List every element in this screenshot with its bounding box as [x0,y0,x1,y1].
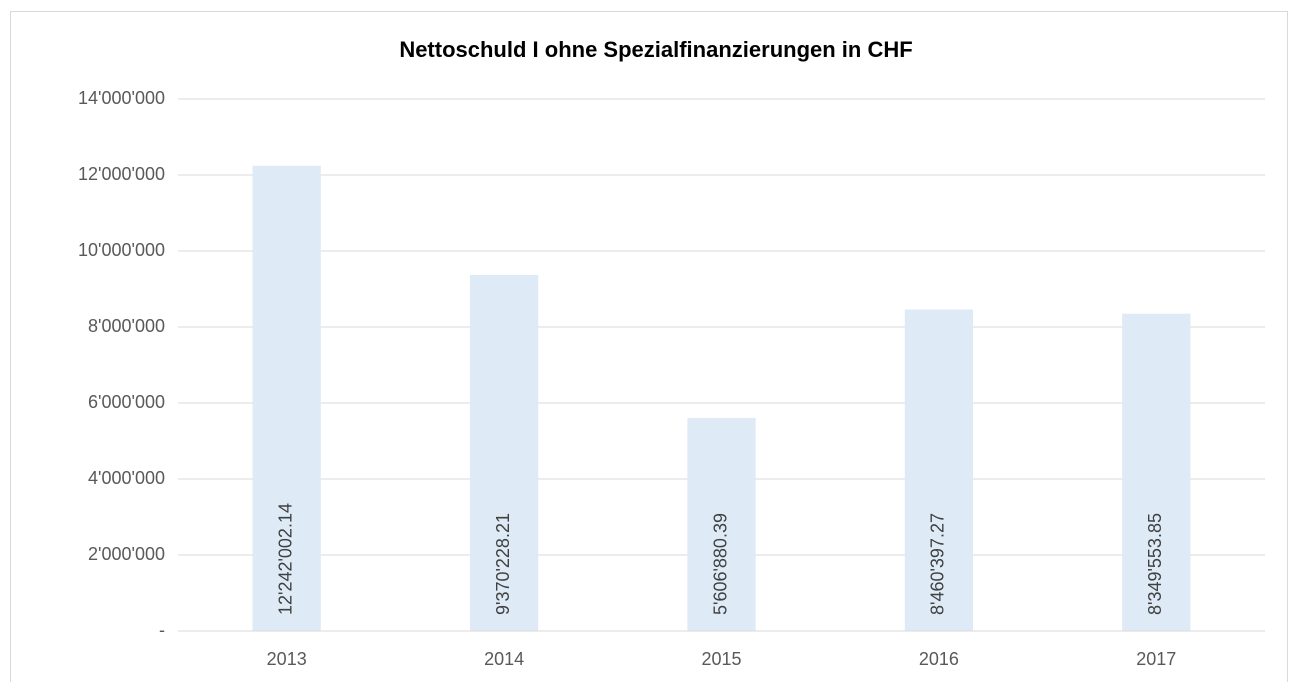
y-tick-label: 12'000'000 [78,164,165,184]
value-label: 12'242'002.14 [275,503,295,615]
value-label: 8'460'397.27 [928,513,948,615]
x-tick-label: 2016 [919,649,959,669]
y-tick-label: 6'000'000 [88,392,165,412]
x-tick-label: 2013 [267,649,307,669]
bar [252,165,321,631]
value-label: 9'370'228.21 [493,513,513,615]
y-tick-label: 8'000'000 [88,316,165,336]
y-tick-label: 14'000'000 [78,88,165,108]
bar [469,274,539,631]
y-tick-label: 10'000'000 [78,240,165,260]
value-label: 5'606'880.39 [710,513,730,615]
bar [904,309,974,631]
x-tick-label: 2014 [484,649,524,669]
chart-border [10,11,1288,682]
bar [687,417,756,631]
x-tick-label: 2015 [701,649,741,669]
y-tick-label: 2'000'000 [88,544,165,564]
y-tick-label: - [159,620,165,640]
x-tick-label: 2017 [1136,649,1176,669]
chart-title: Nettoschuld I ohne Spezialfinanzierungen… [399,37,912,62]
y-tick-label: 4'000'000 [88,468,165,488]
bar [1122,313,1191,631]
value-label: 8'349'553.85 [1145,513,1165,615]
